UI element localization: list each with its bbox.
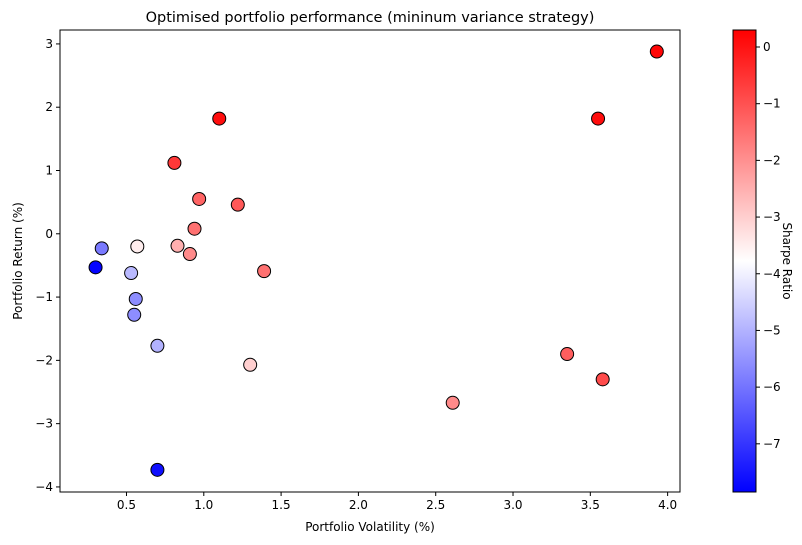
data-point <box>243 357 258 372</box>
data-point <box>591 111 606 126</box>
data-point <box>128 291 143 306</box>
data-point <box>230 197 245 212</box>
data-point <box>127 307 142 322</box>
data-point <box>124 266 139 281</box>
colorbar-tick-label: −5 <box>763 323 781 337</box>
data-point <box>130 239 145 254</box>
x-tick-label: 0.5 <box>117 498 136 512</box>
data-point <box>445 395 460 410</box>
x-tick-label: 2.5 <box>426 498 445 512</box>
x-tick-label: 2.0 <box>349 498 368 512</box>
x-tick-label: 1.0 <box>194 498 213 512</box>
colorbar-ticks: 0 −1 −2 −3 −4 −5 −6 −7 <box>756 40 781 451</box>
data-point <box>94 241 109 256</box>
x-tick-label: 4.0 <box>658 498 677 512</box>
data-point <box>150 338 165 353</box>
y-axis-ticks: −4 −3 −2 −1 0 1 2 3 <box>35 37 60 494</box>
data-point <box>187 221 202 236</box>
x-axis-label: Portfolio Volatility (%) <box>305 520 435 534</box>
y-tick-label: −2 <box>35 353 53 367</box>
data-point <box>150 462 165 477</box>
x-axis-ticks: 0.5 1.0 1.5 2.0 2.5 3.0 3.5 4.0 <box>117 492 677 512</box>
data-point <box>192 191 207 206</box>
data-point <box>257 264 272 279</box>
data-point <box>182 247 197 262</box>
x-tick-label: 1.5 <box>272 498 291 512</box>
data-point <box>167 155 182 170</box>
data-point <box>212 111 227 126</box>
colorbar <box>732 29 757 493</box>
data-point <box>170 238 185 253</box>
colorbar-tick-label: −2 <box>763 153 781 167</box>
colorbar-tick-label: −3 <box>763 210 781 224</box>
colorbar-tick-label: 0 <box>763 40 771 54</box>
y-tick-label: 0 <box>45 227 53 241</box>
colorbar-tick-label: −7 <box>763 437 781 451</box>
y-tick-label: 2 <box>45 100 53 114</box>
data-points <box>88 44 664 477</box>
y-tick-label: 1 <box>45 163 53 177</box>
data-point <box>649 44 664 59</box>
x-tick-label: 3.5 <box>581 498 600 512</box>
colorbar-tick-label: −1 <box>763 97 781 111</box>
x-tick-label: 3.0 <box>503 498 522 512</box>
plot-area-frame <box>59 29 681 493</box>
colorbar-tick-label: −4 <box>763 267 781 281</box>
data-point <box>560 347 575 362</box>
colorbar-tick-label: −6 <box>763 380 781 394</box>
y-tick-label: −4 <box>35 480 53 494</box>
y-tick-label: −3 <box>35 417 53 431</box>
data-point <box>595 372 610 387</box>
colorbar-label: Sharpe Ratio <box>780 222 794 299</box>
y-tick-label: 3 <box>45 37 53 51</box>
data-point <box>88 260 103 275</box>
chart-title: Optimised portfolio performance (mininum… <box>146 10 595 26</box>
y-axis-label: Portfolio Return (%) <box>11 202 25 320</box>
y-tick-label: −1 <box>35 290 53 304</box>
